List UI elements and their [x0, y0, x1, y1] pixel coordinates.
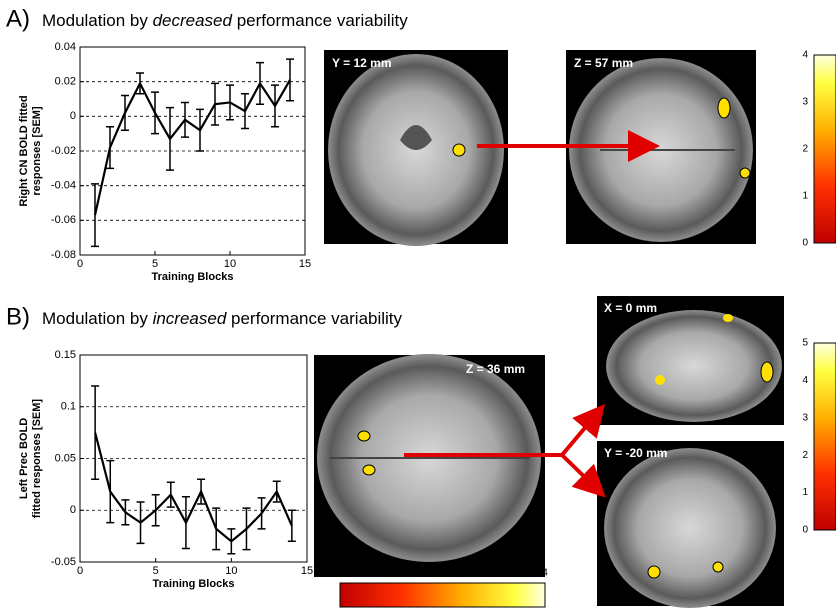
colorbar-tick-label: 0: [802, 238, 808, 249]
colorbar-tick-label: 3: [802, 412, 808, 423]
brain-image: X = 0 mm: [597, 296, 784, 425]
plot-area: [80, 47, 305, 255]
colorbar-tick-label: 4: [542, 568, 548, 579]
image-label: Y = -20 mm: [604, 446, 667, 460]
image-label: X = 0 mm: [604, 301, 657, 315]
y-axis-label: fitted responses [SEM]: [31, 399, 43, 519]
colorbar-tick-label: 1: [802, 487, 808, 498]
colorbar-tick-label: 3: [802, 97, 808, 108]
colorbar-tick-label: 4: [802, 50, 808, 61]
y-tick-label: -0.05: [51, 556, 76, 568]
title-part: performance variability: [232, 11, 408, 30]
y-tick-label: 0.1: [61, 401, 76, 413]
colorbar-tick-label: 0: [802, 525, 808, 536]
title-part: Modulation by: [42, 309, 153, 328]
image-label: Z = 57 mm: [574, 56, 633, 70]
colorbar-tick-label: 2: [802, 144, 808, 155]
x-tick-label: 10: [225, 565, 237, 577]
x-tick-label: 10: [224, 258, 236, 270]
x-tick-label: 5: [152, 258, 158, 270]
image-label: Y = 12 mm: [332, 56, 391, 70]
y-tick-label: 0.05: [55, 452, 76, 464]
x-tick-label: 5: [153, 565, 159, 577]
y-tick-label: -0.02: [51, 145, 76, 157]
title-part: performance variability: [226, 309, 402, 328]
y-axis-label: Left Prec BOLD: [18, 418, 30, 499]
colorbar-tick-label: 5: [802, 338, 808, 349]
y-tick-label: 0: [70, 110, 76, 122]
panel-title: Modulation by decreased performance vari…: [42, 11, 408, 30]
page: A) Modulation by decreased performance v…: [0, 0, 836, 611]
brain-image: Y = -20 mm: [597, 441, 784, 608]
colorbar: [340, 583, 545, 607]
y-tick-label: -0.08: [51, 249, 76, 261]
y-tick-label: 0.02: [55, 76, 76, 88]
title-part: Modulation by: [42, 11, 153, 30]
x-tick-label: 0: [77, 565, 83, 577]
panel-letter: B): [6, 303, 30, 330]
y-tick-label: 0: [70, 504, 76, 516]
colorbar-tick-label: 0: [337, 568, 343, 579]
x-axis-label: Training Blocks: [152, 271, 234, 283]
title-part: decreased: [153, 11, 233, 30]
x-tick-label: 15: [299, 258, 311, 270]
colorbar-tick-label: 4: [802, 375, 808, 386]
x-tick-label: 15: [301, 565, 313, 577]
figure: A) Modulation by decreased performance v…: [0, 0, 836, 611]
y-tick-label: 0.15: [55, 349, 76, 361]
colorbar: [814, 55, 836, 243]
y-axis-label: Right CN BOLD fitted: [18, 95, 30, 206]
colorbar-tick-label: 1: [802, 191, 808, 202]
colorbar: [814, 343, 836, 530]
panel-letter: A): [6, 5, 30, 32]
y-tick-label: -0.04: [51, 180, 76, 192]
x-axis-label: Training Blocks: [153, 578, 235, 590]
y-tick-label: -0.06: [51, 214, 76, 226]
colorbar-tick-label: 2: [440, 568, 446, 579]
x-tick-label: 0: [77, 258, 83, 270]
colorbar-tick-label: 3: [491, 568, 497, 579]
title-part: increased: [153, 309, 227, 328]
panel-title: Modulation by increased performance vari…: [42, 309, 403, 328]
colorbar-tick-label: 2: [802, 450, 808, 461]
brain-image: Z = 36 mm: [314, 354, 545, 577]
y-axis-label: responses [SEM]: [31, 106, 43, 196]
colorbar-tick-label: 1: [388, 568, 394, 579]
image-label: Z = 36 mm: [466, 362, 525, 376]
y-tick-label: 0.04: [55, 41, 76, 53]
